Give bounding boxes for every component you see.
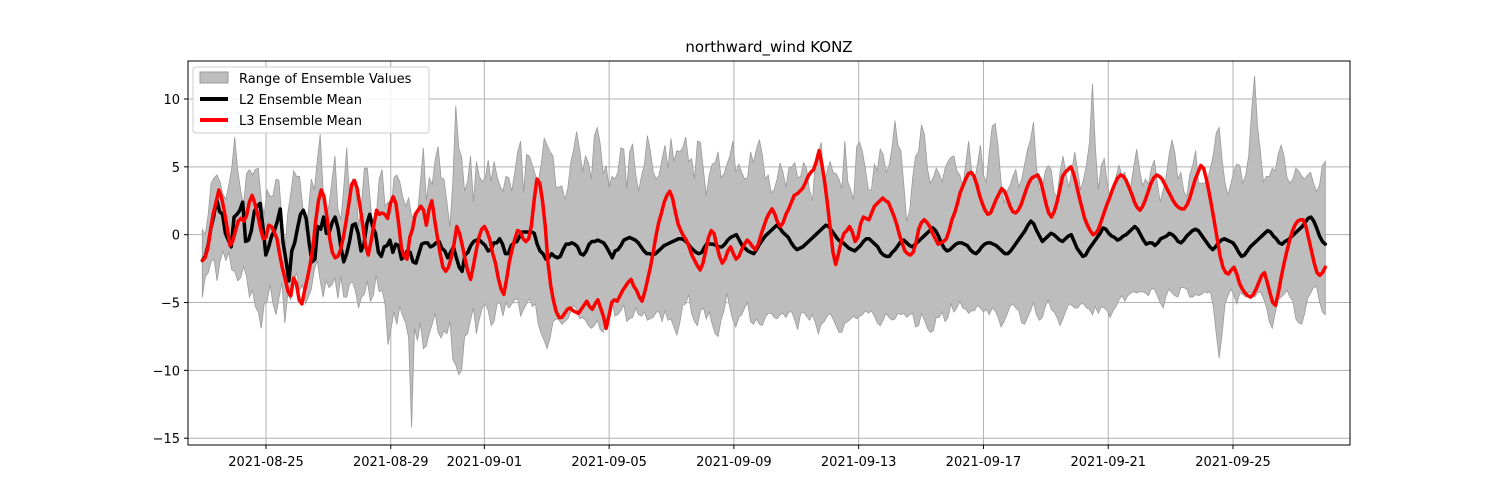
plot-content	[200, 75, 1328, 428]
x-tick-label: 2021-09-09	[696, 455, 772, 470]
x-tick-label: 2021-09-21	[1070, 455, 1146, 470]
l3-mean-line	[200, 148, 1328, 331]
ensemble-range-band	[201, 75, 1326, 428]
y-axis: 10 5 0 −5 −10 −15	[153, 93, 188, 447]
l2-mean-line	[200, 197, 1328, 283]
y-tick-label: 0	[172, 229, 180, 244]
x-tick-label: 2021-08-25	[228, 455, 304, 470]
y-tick-label: 10	[163, 93, 180, 108]
x-tick-label: 2021-09-13	[821, 455, 897, 470]
legend-label-l3: L3 Ensemble Mean	[239, 114, 362, 129]
chart-title: northward_wind KONZ	[685, 38, 852, 57]
x-tick-label: 2021-09-01	[447, 455, 523, 470]
legend-box	[192, 66, 430, 134]
legend: Range of Ensemble Values L2 Ensemble Mea…	[192, 66, 430, 134]
x-axis: 2021-08-25 2021-08-29 2021-09-01 2021-09-05…	[228, 445, 1271, 470]
x-tick-label: 2021-09-17	[946, 455, 1022, 470]
legend-label-l2: L2 Ensemble Mean	[239, 93, 362, 108]
y-tick-label: −10	[153, 364, 180, 379]
legend-label-range: Range of Ensemble Values	[239, 72, 412, 87]
grid	[188, 61, 1350, 445]
y-tick-label: −15	[153, 432, 180, 447]
axes-frame	[187, 60, 1351, 446]
x-tick-label: 2021-09-25	[1195, 455, 1271, 470]
y-tick-label: 5	[172, 161, 180, 176]
y-tick-label: −5	[161, 297, 180, 312]
x-tick-label: 2021-09-05	[571, 455, 647, 470]
x-tick-label: 2021-08-29	[353, 455, 429, 470]
legend-swatch-range	[199, 71, 229, 84]
